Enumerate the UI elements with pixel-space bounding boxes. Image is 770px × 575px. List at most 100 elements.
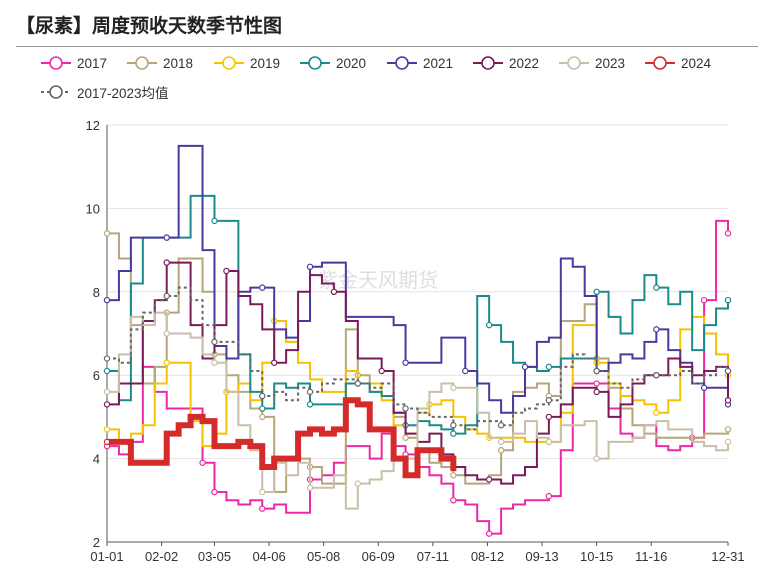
series-line-2024 <box>107 397 457 479</box>
data-point-2023 <box>163 330 170 337</box>
data-point-2017-2023均值 <box>545 397 553 404</box>
legend-item-2017-2023均值[interactable]: 2017-2023均值 <box>40 82 169 102</box>
data-point-2019 <box>103 426 111 433</box>
series-line-2018 <box>107 232 729 493</box>
series-line-2020 <box>107 194 729 435</box>
data-point-2023 <box>259 488 266 496</box>
x-tick-label: 03-05 <box>198 549 231 564</box>
data-point-2022 <box>724 397 732 404</box>
legend-marker-icon <box>473 56 503 70</box>
data-point-2017-2023均值 <box>103 355 111 362</box>
data-point-2017-2023均值 <box>306 388 314 396</box>
x-tick-label: 12-31 <box>711 549 744 564</box>
data-point-2017 <box>485 530 493 537</box>
data-point-2023 <box>103 388 111 396</box>
data-point-2017-2023均值 <box>163 292 170 300</box>
legend-item-2019[interactable]: 2019 <box>213 55 280 71</box>
x-tick-label: 05-08 <box>307 549 340 564</box>
data-point-2022 <box>270 359 278 366</box>
title-divider <box>16 46 758 47</box>
data-point-2018 <box>402 434 409 441</box>
data-point-2020 <box>545 363 553 371</box>
data-point-2018 <box>450 472 457 479</box>
legend-label: 2020 <box>336 55 367 71</box>
data-point-2022 <box>593 388 600 396</box>
data-point-2020 <box>450 430 457 437</box>
legend-label: 2017 <box>77 55 108 71</box>
y-tick-label: 6 <box>93 368 100 383</box>
data-point-2017-2023均值 <box>211 338 218 346</box>
data-point-2017 <box>593 380 600 387</box>
x-tick-label: 04-06 <box>252 549 285 564</box>
legend-marker-icon <box>214 56 244 70</box>
data-point-2023 <box>593 455 600 462</box>
legend-label: 2021 <box>423 55 454 71</box>
legend-item-2023[interactable]: 2023 <box>558 55 625 71</box>
legend-marker-icon <box>559 56 589 70</box>
data-point-2017-2023均值 <box>354 380 361 387</box>
data-point-2022 <box>163 259 170 266</box>
data-point-2017 <box>259 505 266 512</box>
chart-title: 【尿素】周度预收天数季节性图 <box>16 15 283 37</box>
x-tick-label: 01-01 <box>90 549 123 564</box>
data-point-2017 <box>211 488 218 496</box>
data-point-2017 <box>724 230 732 237</box>
data-point-2022 <box>330 288 338 295</box>
data-point-2018 <box>103 230 111 237</box>
data-point-2017-2023均值 <box>724 367 732 375</box>
data-point-2017-2023均值 <box>259 392 266 400</box>
data-point-2023 <box>450 384 457 391</box>
data-point-2022 <box>378 367 385 375</box>
data-point-2020 <box>211 217 218 225</box>
x-tick-label: 02-02 <box>145 549 178 564</box>
legend-marker-icon <box>645 56 675 70</box>
data-point-2021 <box>163 234 170 241</box>
data-point-2023 <box>354 480 361 487</box>
data-point-2020 <box>259 405 266 412</box>
data-point-2020 <box>653 284 660 291</box>
legend-label: 2018 <box>163 55 194 71</box>
legend-label: 2017-2023均值 <box>77 86 169 101</box>
x-tick-label: 11-16 <box>635 549 667 564</box>
legend-item-2022[interactable]: 2022 <box>472 55 539 71</box>
y-tick-label: 12 <box>86 118 100 133</box>
data-point-2022 <box>223 267 230 275</box>
legend-item-2018[interactable]: 2018 <box>126 55 193 71</box>
y-tick-label: 2 <box>93 535 100 550</box>
legend-label: 2024 <box>681 55 712 71</box>
series-line-2017-2023均值 <box>107 286 729 431</box>
data-point-2021 <box>402 359 409 366</box>
y-tick-label: 4 <box>93 452 100 467</box>
legend-marker-icon <box>387 56 417 70</box>
data-point-2017 <box>450 497 457 504</box>
data-point-2020 <box>485 321 493 329</box>
series-line-2023 <box>107 311 729 510</box>
x-tick-label: 10-15 <box>580 549 613 564</box>
data-point-2017 <box>700 296 708 304</box>
x-tick-label: 07-11 <box>417 549 449 564</box>
data-point-2022 <box>485 476 493 483</box>
data-point-2019 <box>163 359 170 366</box>
data-point-2024 <box>103 438 111 446</box>
data-point-2017-2023均值 <box>402 405 409 412</box>
series-line-2017 <box>107 219 729 535</box>
legend-item-2017[interactable]: 2017 <box>40 55 107 71</box>
data-point-2018 <box>259 413 266 421</box>
data-point-2020 <box>724 296 732 304</box>
data-point-2021 <box>462 367 469 375</box>
data-point-2023 <box>724 438 732 446</box>
data-point-2021 <box>700 384 708 391</box>
y-tick-label: 10 <box>86 201 100 216</box>
data-point-2018 <box>497 447 505 454</box>
data-point-2020 <box>593 288 600 295</box>
legend-item-2021[interactable]: 2021 <box>386 55 453 71</box>
x-tick-label: 06-09 <box>362 549 395 564</box>
legend-label: 2023 <box>595 55 626 71</box>
legend-item-2024[interactable]: 2024 <box>644 55 711 71</box>
data-point-2021 <box>306 263 314 270</box>
legend-item-2020[interactable]: 2020 <box>299 55 366 71</box>
y-tick-label: 8 <box>93 285 100 300</box>
data-point-2017-2023均值 <box>450 422 457 429</box>
legend-marker-icon <box>41 85 71 99</box>
